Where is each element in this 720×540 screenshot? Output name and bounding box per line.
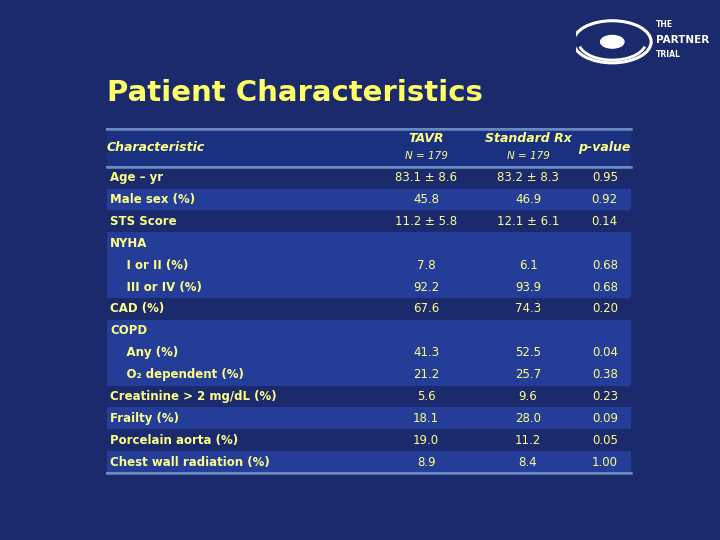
Text: Frailty (%): Frailty (%) [110,412,179,425]
Text: Any (%): Any (%) [110,346,179,359]
FancyBboxPatch shape [107,408,631,429]
FancyBboxPatch shape [107,188,631,211]
Text: 1.00: 1.00 [592,456,618,469]
FancyBboxPatch shape [107,342,631,363]
Text: p-value: p-value [579,141,631,154]
Text: 19.0: 19.0 [413,434,439,447]
Text: Porcelain aorta (%): Porcelain aorta (%) [110,434,238,447]
Text: Standard Rx: Standard Rx [485,132,572,145]
Text: 0.04: 0.04 [592,346,618,359]
Text: 46.9: 46.9 [515,193,541,206]
Text: I or II (%): I or II (%) [110,259,189,272]
Text: Chest wall radiation (%): Chest wall radiation (%) [110,456,270,469]
FancyBboxPatch shape [107,167,631,188]
FancyBboxPatch shape [107,451,631,473]
Text: 41.3: 41.3 [413,346,439,359]
Text: 11.2 ± 5.8: 11.2 ± 5.8 [395,215,457,228]
Text: 18.1: 18.1 [413,412,439,425]
Text: 45.8: 45.8 [413,193,439,206]
Text: 0.38: 0.38 [592,368,618,381]
FancyBboxPatch shape [107,386,631,408]
Text: Patient Characteristics: Patient Characteristics [107,79,482,107]
Text: PARTNER: PARTNER [657,35,710,45]
Text: 0.95: 0.95 [592,171,618,184]
Text: Characteristic: Characteristic [107,141,205,154]
Text: 67.6: 67.6 [413,302,439,315]
Text: 93.9: 93.9 [515,281,541,294]
FancyBboxPatch shape [107,254,631,276]
Text: NYHA: NYHA [110,237,148,250]
Text: 0.92: 0.92 [592,193,618,206]
Text: TAVR: TAVR [408,132,444,145]
Text: 11.2: 11.2 [515,434,541,447]
Text: 25.7: 25.7 [515,368,541,381]
Text: 0.68: 0.68 [592,281,618,294]
Text: TRIAL: TRIAL [657,50,681,59]
Text: 83.2 ± 8.3: 83.2 ± 8.3 [497,171,559,184]
FancyBboxPatch shape [107,232,631,254]
Text: 12.1 ± 6.1: 12.1 ± 6.1 [497,215,559,228]
Text: COPD: COPD [110,325,147,338]
Text: CAD (%): CAD (%) [110,302,164,315]
FancyBboxPatch shape [107,298,631,320]
FancyBboxPatch shape [107,363,631,386]
Text: 0.14: 0.14 [592,215,618,228]
Text: 28.0: 28.0 [515,412,541,425]
Text: Creatinine > 2 mg/dL (%): Creatinine > 2 mg/dL (%) [110,390,276,403]
Text: 0.23: 0.23 [592,390,618,403]
Text: 0.20: 0.20 [592,302,618,315]
Text: 0.09: 0.09 [592,412,618,425]
FancyBboxPatch shape [107,211,631,232]
Text: 6.1: 6.1 [518,259,537,272]
Text: III or IV (%): III or IV (%) [110,281,202,294]
Text: STS Score: STS Score [110,215,176,228]
Text: 92.2: 92.2 [413,281,439,294]
Text: 52.5: 52.5 [515,346,541,359]
Text: THE: THE [657,21,673,30]
Text: N = 179: N = 179 [405,151,448,161]
Circle shape [600,36,624,48]
Text: 0.68: 0.68 [592,259,618,272]
Text: 0.05: 0.05 [592,434,618,447]
Text: 83.1 ± 8.6: 83.1 ± 8.6 [395,171,457,184]
Text: 8.4: 8.4 [518,456,537,469]
FancyBboxPatch shape [107,129,631,167]
Text: O₂ dependent (%): O₂ dependent (%) [110,368,244,381]
Text: 7.8: 7.8 [417,259,436,272]
Text: 21.2: 21.2 [413,368,439,381]
Text: 5.6: 5.6 [417,390,436,403]
Text: 74.3: 74.3 [515,302,541,315]
Text: Male sex (%): Male sex (%) [110,193,195,206]
FancyBboxPatch shape [107,429,631,451]
FancyBboxPatch shape [107,276,631,298]
Text: Age – yr: Age – yr [110,171,163,184]
Text: 9.6: 9.6 [518,390,537,403]
Circle shape [586,28,638,56]
Text: N = 179: N = 179 [507,151,549,161]
Text: 8.9: 8.9 [417,456,436,469]
FancyBboxPatch shape [107,320,631,342]
